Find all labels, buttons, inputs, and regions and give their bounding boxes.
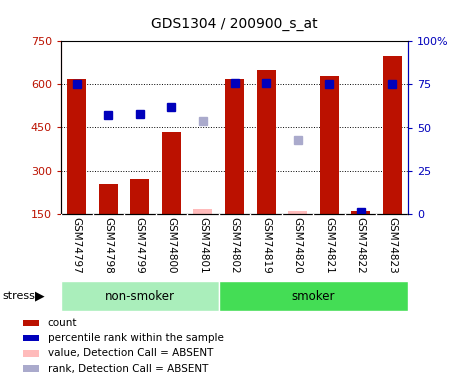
Text: percentile rank within the sample: percentile rank within the sample — [48, 333, 224, 343]
Text: GSM74798: GSM74798 — [103, 217, 113, 274]
Text: GSM74820: GSM74820 — [293, 217, 303, 274]
Bar — [257, 70, 275, 214]
Bar — [162, 132, 181, 214]
Bar — [320, 76, 339, 214]
Text: smoker: smoker — [292, 290, 335, 303]
Bar — [288, 211, 307, 214]
Bar — [219, 281, 408, 311]
Text: ▶: ▶ — [35, 290, 45, 303]
Text: GSM74802: GSM74802 — [229, 217, 240, 274]
Bar — [351, 211, 370, 214]
Text: GSM74800: GSM74800 — [166, 217, 176, 274]
Text: GSM74823: GSM74823 — [387, 217, 397, 274]
Bar — [225, 79, 244, 214]
Bar — [61, 281, 219, 311]
Bar — [23, 320, 38, 326]
Text: GDS1304 / 200900_s_at: GDS1304 / 200900_s_at — [151, 17, 318, 31]
Text: GSM74822: GSM74822 — [356, 217, 366, 274]
Text: GSM74799: GSM74799 — [135, 217, 145, 274]
Text: GSM74801: GSM74801 — [198, 217, 208, 274]
Bar — [23, 350, 38, 357]
Text: value, Detection Call = ABSENT: value, Detection Call = ABSENT — [48, 348, 213, 358]
Text: GSM74819: GSM74819 — [261, 217, 271, 274]
Bar — [99, 184, 118, 214]
Text: stress: stress — [2, 291, 35, 301]
Text: count: count — [48, 318, 77, 328]
Bar — [23, 335, 38, 341]
Text: rank, Detection Call = ABSENT: rank, Detection Call = ABSENT — [48, 364, 208, 374]
Bar — [194, 209, 212, 214]
Bar — [383, 56, 402, 214]
Bar — [130, 179, 149, 214]
Bar — [67, 79, 86, 214]
Bar — [23, 365, 38, 372]
Text: GSM74821: GSM74821 — [324, 217, 334, 274]
Text: GSM74797: GSM74797 — [72, 217, 82, 274]
Text: non-smoker: non-smoker — [105, 290, 175, 303]
